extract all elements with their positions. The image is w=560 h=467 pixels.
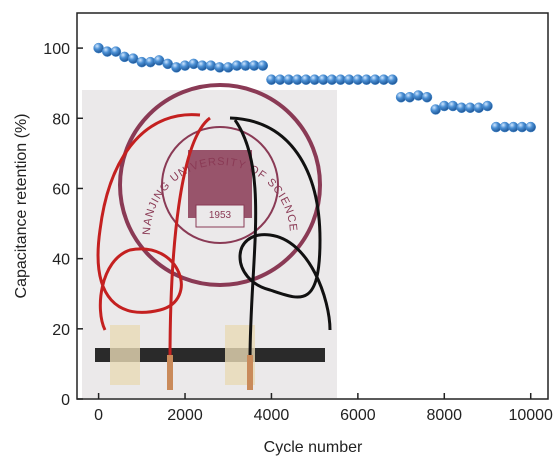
data-point — [110, 46, 122, 57]
data-point — [473, 102, 485, 113]
x-tick-label: 4000 — [254, 407, 290, 424]
data-point — [447, 100, 459, 112]
y-tick-label: 40 — [52, 252, 70, 269]
y-tick-label: 60 — [52, 181, 70, 198]
x-tick-label: 6000 — [340, 407, 376, 424]
data-point — [482, 100, 493, 112]
y-tick-label: 100 — [43, 41, 70, 58]
data-point — [525, 121, 536, 133]
y-tick-label: 20 — [52, 322, 70, 339]
data-point — [179, 60, 191, 71]
x-tick-label: 10000 — [508, 407, 553, 424]
y-axis-label: Capacitance retention (%) — [13, 114, 30, 299]
data-point — [145, 56, 156, 68]
data-point — [222, 62, 234, 73]
data-point — [205, 60, 217, 71]
data-point — [119, 51, 130, 63]
x-tick-label: 0 — [94, 407, 103, 424]
data-point — [387, 74, 398, 85]
x-axis-label: Cycle number — [264, 439, 363, 456]
data-point — [171, 62, 182, 73]
data-point — [404, 91, 415, 103]
seal-year: 1953 — [209, 210, 232, 221]
x-tick-label: 8000 — [426, 407, 462, 424]
data-point — [188, 58, 199, 70]
x-tick-label: 2000 — [167, 407, 203, 424]
y-tick-label: 80 — [52, 111, 70, 128]
y-tick-label: 0 — [61, 392, 70, 409]
data-point — [413, 90, 424, 101]
plot-frame — [76, 12, 549, 400]
data-point — [257, 60, 269, 71]
data-point — [421, 91, 433, 103]
